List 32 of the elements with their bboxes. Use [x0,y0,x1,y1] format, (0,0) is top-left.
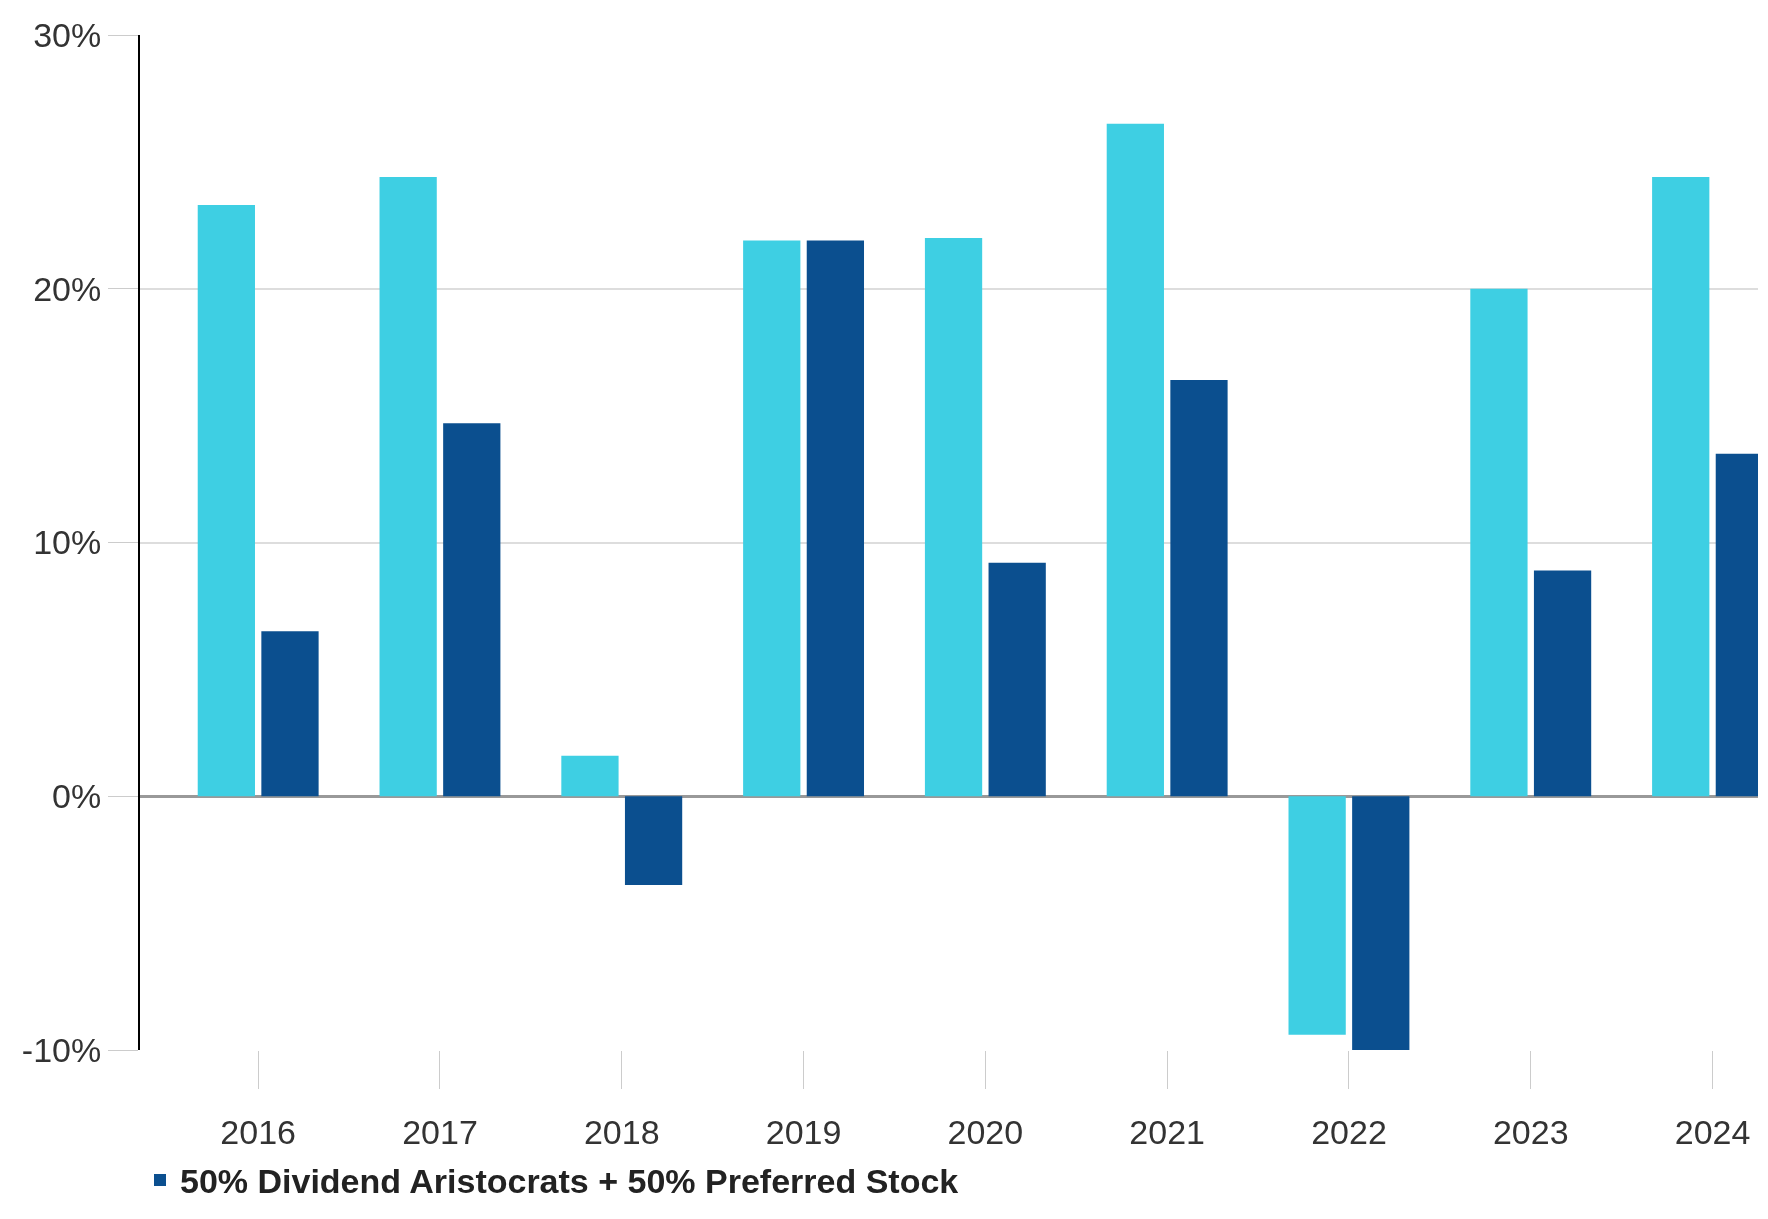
bar [1533,570,1592,797]
bar [624,796,683,886]
bar [261,631,319,797]
y-tick-label: 10% [33,523,102,562]
x-tick-label: 2016 [220,1112,296,1151]
bar [743,240,801,797]
bar [1352,796,1410,1050]
bar [197,205,255,797]
bar [561,755,619,797]
x-tick-label: 2023 [1492,1112,1569,1151]
x-tick-label: 2018 [583,1112,660,1151]
bar [1470,288,1528,797]
x-tick-label: 2017 [402,1112,478,1151]
bar [1106,123,1164,797]
x-tick-label: 2022 [1311,1112,1387,1151]
x-tick-label: 2019 [765,1112,842,1151]
legend-label: 50% Dividend Aristocrats + 50% Preferred Stock [180,1162,959,1201]
bar [1652,177,1710,797]
x-tick-label: 2021 [1129,1112,1205,1151]
y-tick-label: 0% [52,777,102,816]
bar [988,562,1046,797]
bar [379,177,437,797]
y-tick-label: -10% [21,1030,102,1069]
bar [806,240,865,797]
bar [443,423,501,797]
x-tick-label: 2020 [947,1112,1024,1151]
bar [1288,796,1346,1035]
x-tick-label: 2024 [1674,1112,1751,1151]
y-tick-label: 20% [33,269,102,308]
bar [924,238,983,797]
bar [1170,380,1228,797]
y-tick-label: 30% [33,15,102,54]
